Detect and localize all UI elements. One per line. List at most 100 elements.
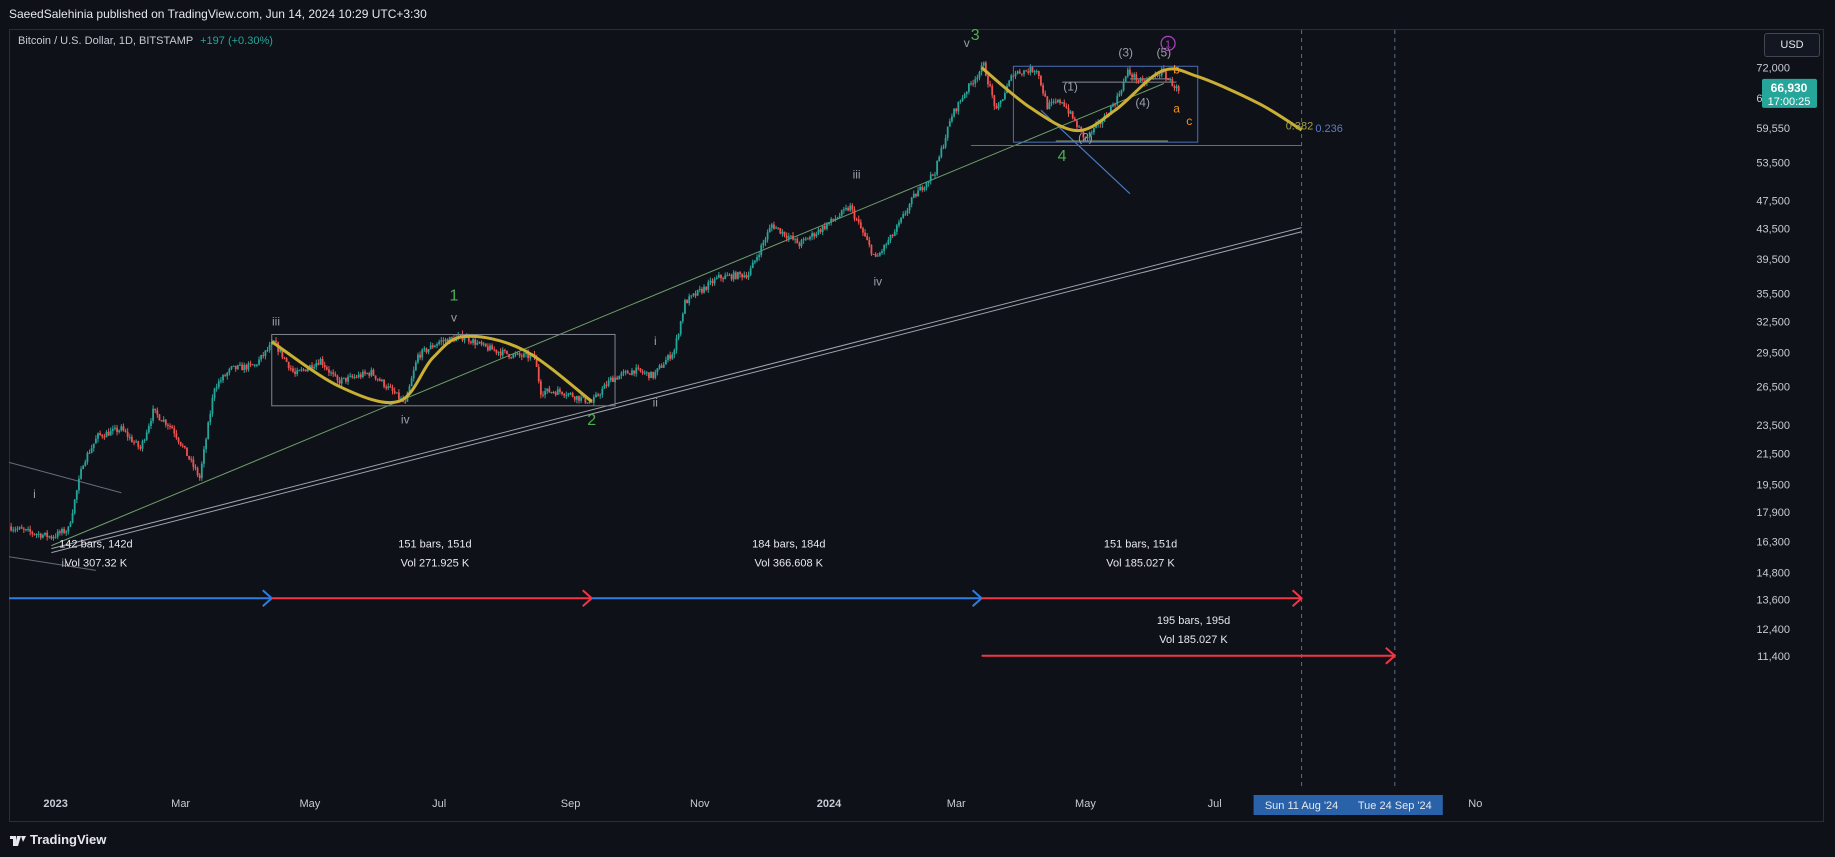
candle-body <box>319 359 322 365</box>
candle-body <box>1109 106 1112 115</box>
candle-body <box>31 531 34 534</box>
candle-body <box>446 339 449 344</box>
wave-label: a <box>1173 102 1180 116</box>
candle-body <box>607 380 610 386</box>
wave-label: (3) <box>1118 45 1133 59</box>
candle-body <box>732 272 735 280</box>
candle-body <box>1065 106 1068 108</box>
candle-body <box>951 116 953 122</box>
candle-body <box>1016 71 1019 74</box>
green-trendline <box>51 83 1165 547</box>
candle-body <box>1169 79 1172 81</box>
candle-body <box>643 372 646 374</box>
candle-body <box>211 397 214 414</box>
currency-button[interactable]: USD <box>1764 33 1820 57</box>
candle-body <box>836 217 839 219</box>
candle-body <box>633 370 635 374</box>
candle-body <box>1035 70 1038 72</box>
candle-body <box>67 526 70 532</box>
candle-body <box>845 208 847 210</box>
candle-body <box>514 354 517 356</box>
candle-body <box>976 77 979 80</box>
candle-body <box>20 527 23 529</box>
y-tick-label: 32,500 <box>1756 316 1790 328</box>
candle-body <box>256 364 258 366</box>
candle-body <box>709 280 712 283</box>
candle-body <box>167 424 169 426</box>
candle-body <box>830 218 833 223</box>
candle-body <box>1020 73 1023 75</box>
candle-body <box>137 441 140 448</box>
candle-body <box>217 381 220 388</box>
candle-body <box>749 268 752 275</box>
candle-body <box>592 397 595 403</box>
tradingview-logo-icon <box>10 835 26 846</box>
candle-body <box>804 238 807 240</box>
candle-body <box>991 85 994 96</box>
candle-body <box>1044 93 1047 97</box>
candle-body <box>972 83 975 85</box>
candle-body <box>569 393 572 395</box>
x-tick-label: 2023 <box>43 798 67 810</box>
candle-body <box>1004 93 1006 100</box>
measure-bars: 184 bars, 184d <box>752 539 825 551</box>
symbol-legend: Bitcoin / U.S. Dollar, 1D, BITSTAMP +197… <box>18 35 273 47</box>
candle-body <box>423 348 426 350</box>
candle-body <box>126 431 129 437</box>
candle-body <box>891 234 894 236</box>
candle-body <box>1122 81 1125 91</box>
candle-body <box>82 465 85 470</box>
candle-body <box>313 366 316 369</box>
candle-body <box>645 372 648 374</box>
cycle-curve-2024 <box>980 66 1303 133</box>
candle-body <box>537 366 540 382</box>
candle-body <box>885 244 888 246</box>
candle-body <box>1112 104 1114 107</box>
x-tick-label: Sep <box>561 798 581 810</box>
candle-body <box>434 345 436 348</box>
measure-arrowhead <box>1385 647 1397 665</box>
candle-body <box>353 376 356 378</box>
candle-body <box>10 526 13 531</box>
candle-body <box>215 387 218 389</box>
candle-body <box>226 372 229 377</box>
candle-body <box>809 236 811 240</box>
candle-body <box>107 431 110 436</box>
candle-body <box>311 365 313 369</box>
candle-body <box>906 210 909 214</box>
early-line <box>8 556 96 571</box>
wave-label: ii <box>61 556 66 570</box>
candle-body <box>720 274 722 279</box>
candle-body <box>431 345 434 348</box>
candle-body <box>811 233 813 237</box>
y-tick-label: 14,800 <box>1756 567 1790 579</box>
candle-body <box>874 254 877 257</box>
candle-body <box>440 340 443 342</box>
candle-body <box>690 295 693 297</box>
candle-body <box>923 187 926 191</box>
candle-body <box>965 92 968 95</box>
candle-body <box>770 224 773 228</box>
wave-label: c <box>1186 114 1192 128</box>
wave-label: iv <box>401 413 410 427</box>
candle-body <box>995 106 998 109</box>
candle-body <box>383 379 385 387</box>
y-tick-label: 43,500 <box>1756 223 1790 235</box>
candle-body <box>230 366 233 369</box>
candle-body <box>366 373 369 375</box>
candle-body <box>478 341 481 343</box>
candle-body <box>815 233 818 237</box>
trend-lines <box>8 78 1302 571</box>
candle-body <box>1118 93 1121 96</box>
candle-body <box>200 463 203 479</box>
x-tick-label: 2024 <box>817 798 842 810</box>
tradingview-logo: TradingView <box>10 832 106 847</box>
candle-body <box>160 420 163 422</box>
candle-body <box>364 371 366 374</box>
candle-body <box>175 433 178 438</box>
candle-body <box>501 349 504 356</box>
candle-body <box>1073 118 1076 121</box>
candle-body <box>921 186 924 191</box>
candle-body <box>408 386 411 393</box>
